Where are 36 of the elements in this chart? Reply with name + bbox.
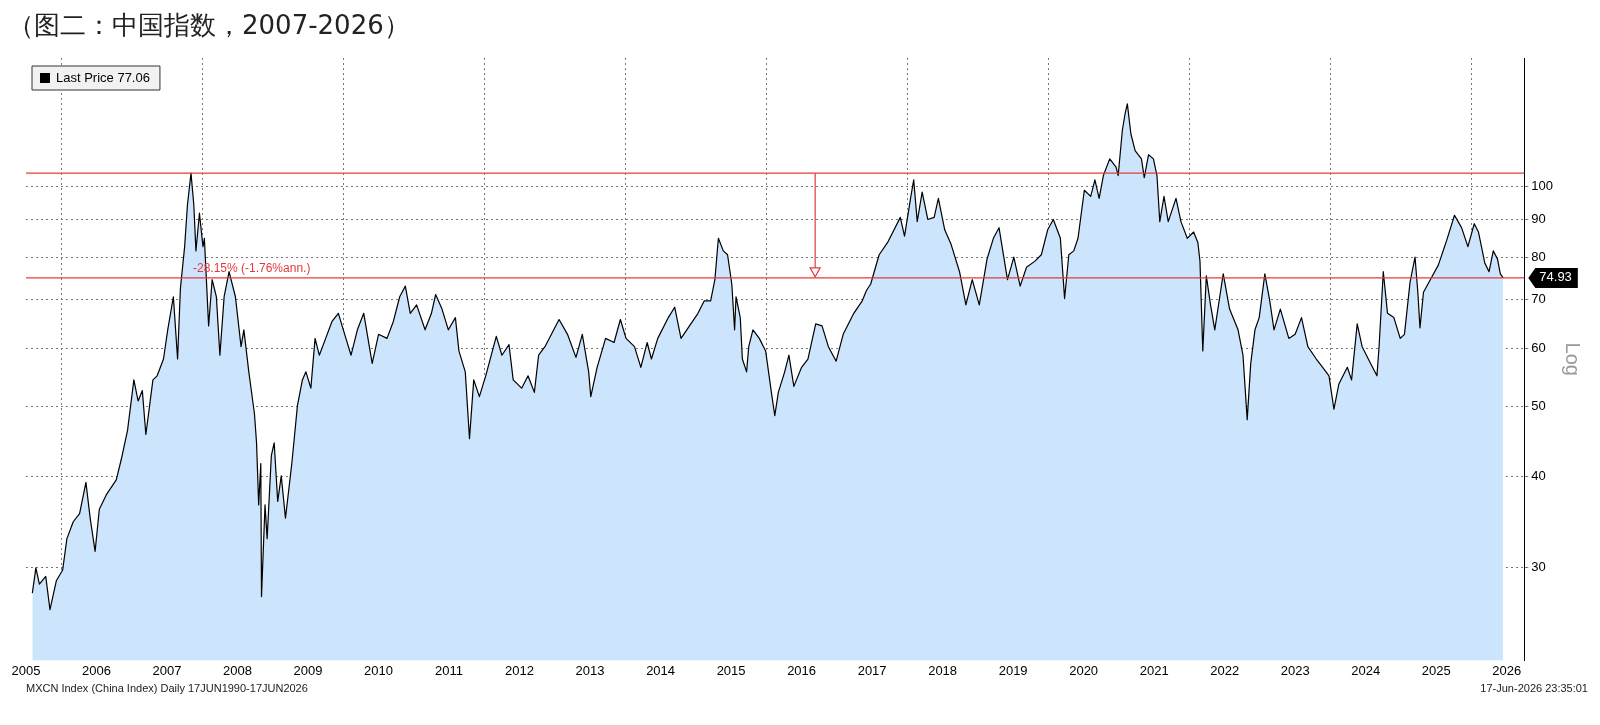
y-tick-label: 40 — [1531, 468, 1546, 484]
x-tick-label: 2005 — [11, 662, 41, 678]
x-tick-label: 2021 — [1139, 662, 1169, 678]
x-tick-label: 2014 — [646, 662, 676, 678]
x-tick-label: 2009 — [293, 662, 323, 678]
y-tick-label: 30 — [1531, 559, 1546, 575]
x-tick-label: 2011 — [435, 662, 464, 678]
y-tick-label: 70 — [1531, 291, 1546, 307]
x-tick-label: 2022 — [1210, 662, 1240, 678]
x-tick-label: 2023 — [1280, 662, 1310, 678]
x-tick-label: 2020 — [1069, 662, 1099, 678]
text: 17-Jun-2026 23:35:01 — [1480, 682, 1588, 694]
y-tick-label: 90 — [1531, 211, 1546, 227]
x-tick-label: 2008 — [223, 662, 252, 678]
y-tick-label: 80 — [1531, 248, 1546, 264]
x-tick-label: 2016 — [787, 662, 817, 678]
x-tick-label: 2012 — [505, 662, 535, 678]
legend-label: Last Price 77.06 — [56, 69, 150, 85]
x-tick-label: 2017 — [857, 662, 887, 678]
ref-line-label: 74.93 — [1539, 269, 1572, 285]
y-tick-label: 100 — [1531, 178, 1554, 194]
y-tick-label: 60 — [1531, 339, 1546, 355]
x-tick-label: 2025 — [1421, 662, 1451, 678]
x-tick-label: 2013 — [575, 662, 605, 678]
x-tick-label: 2019 — [998, 662, 1028, 678]
x-tick-label: 2018 — [928, 662, 958, 678]
x-tick-label: 2006 — [82, 662, 111, 678]
x-tick-label: 2007 — [152, 662, 182, 678]
chart-title: （图二：中国指数，2007-2026） — [8, 9, 411, 42]
x-tick-label: 2024 — [1351, 662, 1381, 678]
x-tick-label: 2010 — [364, 662, 393, 678]
y-tick-label: 50 — [1531, 397, 1546, 413]
y-axis-title: Log — [1562, 342, 1585, 376]
x-tick-label: 2015 — [716, 662, 746, 678]
text: MXCN Index (China Index) Daily 17JUN1990-17JUN2026 — [26, 682, 308, 694]
x-tick-label: 2026 — [1492, 662, 1522, 678]
